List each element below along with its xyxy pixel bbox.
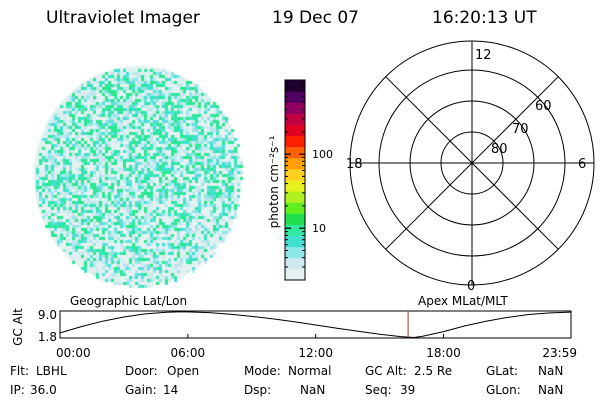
mlt-label-0: 0 xyxy=(467,279,475,294)
gc-alt-label: GC Alt: xyxy=(365,364,407,378)
colorbar-swatch xyxy=(285,213,305,225)
mode-label: Mode: xyxy=(244,364,281,378)
glon-label: GLon: xyxy=(486,383,521,397)
colorbar-swatch xyxy=(285,191,305,203)
mode-value: Normal xyxy=(288,364,332,378)
uv-image-disk xyxy=(30,60,246,292)
colorbar-frame xyxy=(284,79,306,281)
colorbar-swatch xyxy=(285,135,305,148)
mlt-label-6: 6 xyxy=(578,157,586,172)
glon-value: NaN xyxy=(538,383,564,397)
ip-label: IP: xyxy=(10,383,25,397)
flt-label: Flt: xyxy=(10,364,29,378)
geo-latlon-label: Geographic Lat/Lon xyxy=(70,294,187,308)
seq-label: Seq: xyxy=(365,383,392,397)
dsp-label: Dsp: xyxy=(244,383,272,397)
ip-value: 36.0 xyxy=(30,383,57,397)
colorbar-swatch xyxy=(285,257,305,270)
page-title: Ultraviolet Imager xyxy=(46,8,200,28)
colorbar-swatches xyxy=(285,80,305,281)
x-tick-label: 23:59 xyxy=(542,346,577,360)
glat-label: GLat: xyxy=(486,364,519,378)
dsp-value: NaN xyxy=(300,383,326,397)
x-tick-label: 18:00 xyxy=(426,346,461,360)
door-label: Door: xyxy=(125,364,158,378)
colorbar-swatch xyxy=(285,180,305,192)
colorbar-ticks: 10 100 xyxy=(285,79,333,281)
gain-value: 14 xyxy=(163,383,179,397)
time-label: 16:20:13 UT xyxy=(432,8,537,28)
altitude-curve xyxy=(59,311,571,339)
y-tick-1: 1.8 xyxy=(38,330,57,344)
mlat-label-80: 80 xyxy=(491,142,508,157)
door-value: Open xyxy=(167,364,200,378)
colorbar-swatch xyxy=(285,168,305,181)
colorbar-swatch xyxy=(285,102,305,114)
colorbar-label: photon cm⁻²s⁻¹ xyxy=(267,135,281,228)
mlat-label-60: 60 xyxy=(535,99,552,114)
x-tick-label: 00:00 xyxy=(56,346,91,360)
colorbar-swatch xyxy=(285,91,305,103)
colorbar-tick-label: 100 xyxy=(312,148,333,161)
gc-alt-axis-label: GC Alt xyxy=(11,308,25,346)
x-tick-label: 06:00 xyxy=(171,346,206,360)
colorbar-swatch xyxy=(285,224,305,237)
date-label: 19 Dec 07 xyxy=(272,8,359,28)
colorbar-swatch xyxy=(285,146,305,159)
mlt-label-18: 18 xyxy=(346,157,363,172)
flt-value: LBHL xyxy=(36,364,67,378)
apex-mlat-label: Apex MLat/MLT xyxy=(418,294,508,308)
colorbar-swatch xyxy=(285,113,305,125)
colorbar-tick-label: 10 xyxy=(312,222,326,235)
gc-alt-value: 2.5 Re xyxy=(414,364,453,378)
colorbar-swatch xyxy=(285,124,305,137)
colorbar-swatch xyxy=(285,80,305,92)
glat-value: NaN xyxy=(538,364,564,378)
y-tick-9: 9.0 xyxy=(38,308,57,322)
colorbar-swatch xyxy=(285,268,305,281)
colorbar-swatch xyxy=(285,157,305,170)
colorbar-swatch xyxy=(285,202,305,214)
seq-value: 39 xyxy=(400,383,416,397)
x-tick-label: 12:00 xyxy=(298,346,333,360)
gain-label: Gain: xyxy=(125,383,157,397)
colorbar-swatch xyxy=(285,246,305,259)
timeline-x-ticks: 00:00 06:00 12:00 18:00 23:59 xyxy=(56,334,577,360)
mlt-label-12: 12 xyxy=(475,48,492,63)
colorbar-swatch xyxy=(285,235,305,248)
mlat-label-70: 70 xyxy=(512,122,529,137)
polar-diagonal-2 xyxy=(385,76,559,250)
